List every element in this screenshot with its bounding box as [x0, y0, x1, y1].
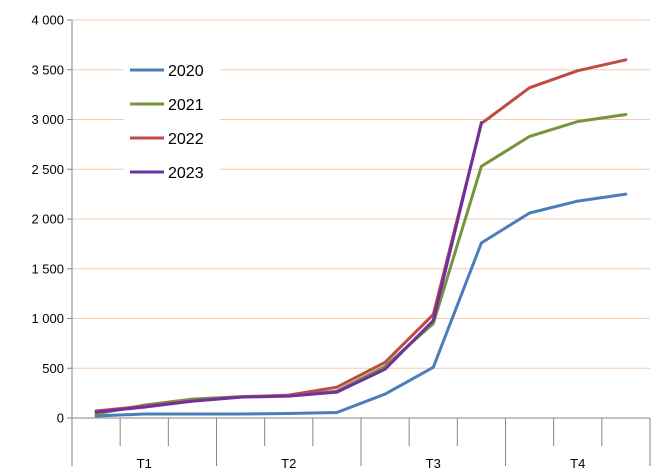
legend-label: 2023	[168, 165, 204, 182]
y-axis-ticks: 0 500 1 000 1 500 2 000 2 500 3 000 3 500 4 000	[31, 13, 72, 426]
x-axis-ticks: T1 T2 T3 T4	[71, 418, 651, 470]
y-tick-label: 1 500	[31, 261, 64, 276]
y-tick-label: 3 500	[31, 62, 64, 77]
series-line-2021	[94, 113, 628, 416]
y-tick-label: 0	[57, 411, 64, 426]
y-tick-label: 2 500	[31, 162, 64, 177]
legend-background	[124, 54, 220, 188]
y-tick-label: 1 000	[31, 311, 64, 326]
legend: 2020 2021 2022 2023	[124, 54, 220, 188]
legend-label: 2020	[168, 63, 204, 80]
series-line-2023	[94, 121, 483, 414]
y-tick-label: 3 000	[31, 112, 64, 127]
series-line-2020	[94, 192, 628, 418]
x-category-label: T3	[426, 456, 441, 470]
legend-label: 2021	[168, 97, 204, 114]
legend-label: 2022	[168, 131, 204, 148]
x-category-label: T1	[137, 456, 152, 470]
y-tick-label: 4 000	[31, 13, 64, 28]
series-lines	[94, 58, 628, 418]
y-tick-label: 500	[42, 361, 64, 376]
y-tick-label: 2 000	[31, 212, 64, 227]
x-category-label: T4	[570, 456, 585, 470]
x-category-label: T2	[281, 456, 296, 470]
